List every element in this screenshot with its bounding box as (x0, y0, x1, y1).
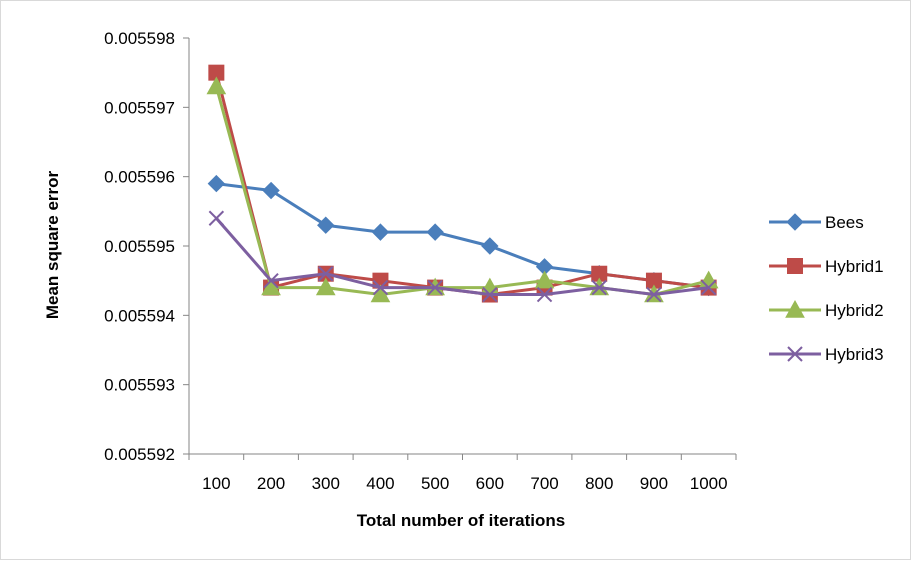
data-point-hybrid3 (427, 279, 443, 296)
x-tick-label: 100 (202, 474, 230, 493)
y-tick-label: 0.005593 (104, 376, 175, 395)
data-point-hybrid3 (208, 210, 225, 226)
series-hybrid1 (208, 64, 717, 303)
data-point-hybrid3 (646, 286, 662, 303)
legend-label: Hybrid2 (825, 301, 884, 320)
x-tick-label: 800 (585, 474, 613, 493)
x-tick-label: 700 (530, 474, 558, 493)
data-point-bees (371, 223, 390, 241)
y-tick-label: 0.005594 (104, 306, 175, 325)
data-point-hybrid3 (700, 279, 717, 296)
data-point-hybrid3 (263, 272, 279, 289)
legend: Bees Hybrid1 Hybrid2 Hybrid3 (769, 213, 884, 364)
data-point-bees (481, 237, 499, 255)
series-line-hybrid1 (214, 72, 709, 297)
legend-marker-icon (786, 213, 804, 231)
series-line-bees (216, 182, 709, 290)
data-point-bees (317, 216, 335, 234)
x-axis-title: Total number of iterations (357, 511, 565, 530)
legend-marker-icon (785, 299, 805, 318)
series-hybrid3 (208, 210, 717, 303)
x-tick-label: 400 (366, 474, 394, 493)
y-tick-label: 0.005598 (104, 29, 175, 48)
data-point-hybrid2 (261, 277, 281, 296)
data-point-hybrid2 (206, 76, 227, 95)
legend-item-hybrid3: Hybrid3 (769, 345, 884, 364)
x-tick-label: 300 (312, 474, 340, 493)
legend-item-bees: Bees (769, 213, 864, 232)
legend-marker-icon (787, 258, 803, 274)
x-tick-label: 900 (640, 474, 668, 493)
y-tick-label: 0.005596 (104, 168, 175, 187)
axes: 0.005598 0.005597 0.005596 0.005595 0.005594… (104, 29, 737, 493)
x-tick-label: 200 (257, 474, 285, 493)
data-point-bees (207, 174, 226, 193)
series-hybrid2 (206, 76, 719, 303)
data-point-hybrid3 (318, 266, 334, 282)
legend-label: Hybrid3 (825, 345, 884, 364)
legend-item-hybrid2: Hybrid2 (769, 299, 884, 320)
x-tick-label: 600 (476, 474, 504, 493)
legend-label: Bees (825, 213, 864, 232)
y-tick-label: 0.005597 (104, 98, 175, 117)
data-point-hybrid3 (536, 286, 553, 303)
y-axis-title: Mean square error (43, 170, 62, 319)
legend-marker-icon (787, 346, 803, 362)
series-layer (206, 64, 719, 303)
x-tick-label: 1000 (690, 474, 728, 493)
data-point-hybrid2 (315, 277, 336, 296)
y-tick-label: 0.005595 (104, 237, 175, 256)
data-point-hybrid2 (370, 284, 391, 303)
y-tick-label: 0.005592 (104, 445, 175, 464)
data-point-bees (262, 181, 280, 200)
data-point-bees (426, 223, 444, 241)
data-point-hybrid3 (591, 279, 607, 296)
series-line-hybrid2 (214, 86, 710, 297)
legend-item-hybrid1: Hybrid1 (769, 257, 884, 276)
data-point-hybrid3 (482, 286, 498, 303)
data-point-hybrid2 (534, 270, 555, 289)
legend-label: Hybrid1 (825, 257, 884, 276)
x-tick-label: 500 (421, 474, 449, 493)
data-point-hybrid3 (372, 279, 389, 296)
series-line-hybrid3 (215, 217, 709, 297)
